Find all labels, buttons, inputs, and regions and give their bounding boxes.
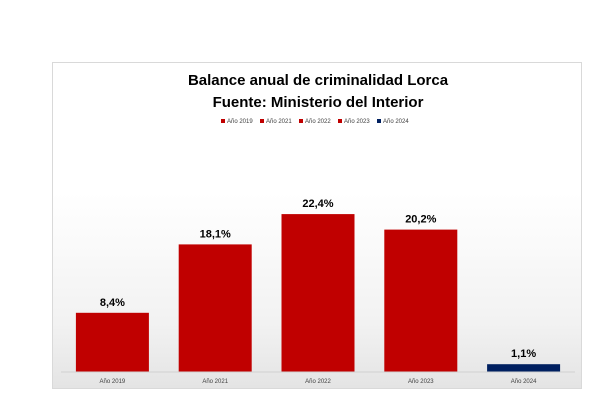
x-tick-label-5: Año 2024 bbox=[511, 379, 537, 385]
legend-label-3: Año 2022 bbox=[305, 119, 331, 125]
bar-5 bbox=[487, 364, 561, 372]
x-tick-label-3: Año 2022 bbox=[305, 379, 331, 385]
legend-label-4: Año 2023 bbox=[344, 119, 370, 125]
chart-area: Balance anual de criminalidad Lorca Fuen… bbox=[52, 62, 582, 389]
legend-swatch-3 bbox=[299, 119, 303, 123]
legend-swatch-4 bbox=[338, 119, 342, 123]
bar-chart: Balance anual de criminalidad Lorca Fuen… bbox=[61, 72, 575, 385]
data-label-2: 18,1% bbox=[200, 228, 231, 240]
x-tick-label-1: Año 2019 bbox=[100, 379, 126, 385]
legend-label-1: Año 2019 bbox=[227, 119, 253, 125]
chart-title-line-1: Balance anual de criminalidad Lorca bbox=[188, 72, 449, 89]
bars bbox=[75, 214, 561, 372]
bar-2 bbox=[178, 244, 252, 372]
x-tick-label-2: Año 2021 bbox=[202, 379, 228, 385]
data-label-4: 20,2% bbox=[405, 214, 436, 226]
x-axis-tick-labels: Año 2019 Año 2021 Año 2022 Año 2023 Año 2024 bbox=[100, 379, 538, 385]
chart-legend: Año 2019 Año 2021 Año 2022 Año 2023 Año 2024 bbox=[221, 119, 409, 125]
legend-swatch-2 bbox=[260, 119, 264, 123]
legend-label-5: Año 2024 bbox=[383, 119, 409, 125]
chart-title-line-2: Fuente: Ministerio del Interior bbox=[213, 94, 424, 111]
x-tick-label-4: Año 2023 bbox=[408, 379, 434, 385]
bar-4 bbox=[384, 229, 458, 372]
bar-1 bbox=[75, 312, 149, 372]
legend-swatch-5 bbox=[377, 119, 381, 123]
legend-label-2: Año 2021 bbox=[266, 119, 292, 125]
legend-swatch-1 bbox=[221, 119, 225, 123]
data-labels: 8,4% 18,1% 22,4% 20,2% 1,1% bbox=[100, 198, 536, 360]
bar-3 bbox=[281, 214, 355, 372]
data-label-1: 8,4% bbox=[100, 297, 125, 309]
data-label-3: 22,4% bbox=[302, 198, 333, 210]
data-label-5: 1,1% bbox=[511, 348, 536, 360]
